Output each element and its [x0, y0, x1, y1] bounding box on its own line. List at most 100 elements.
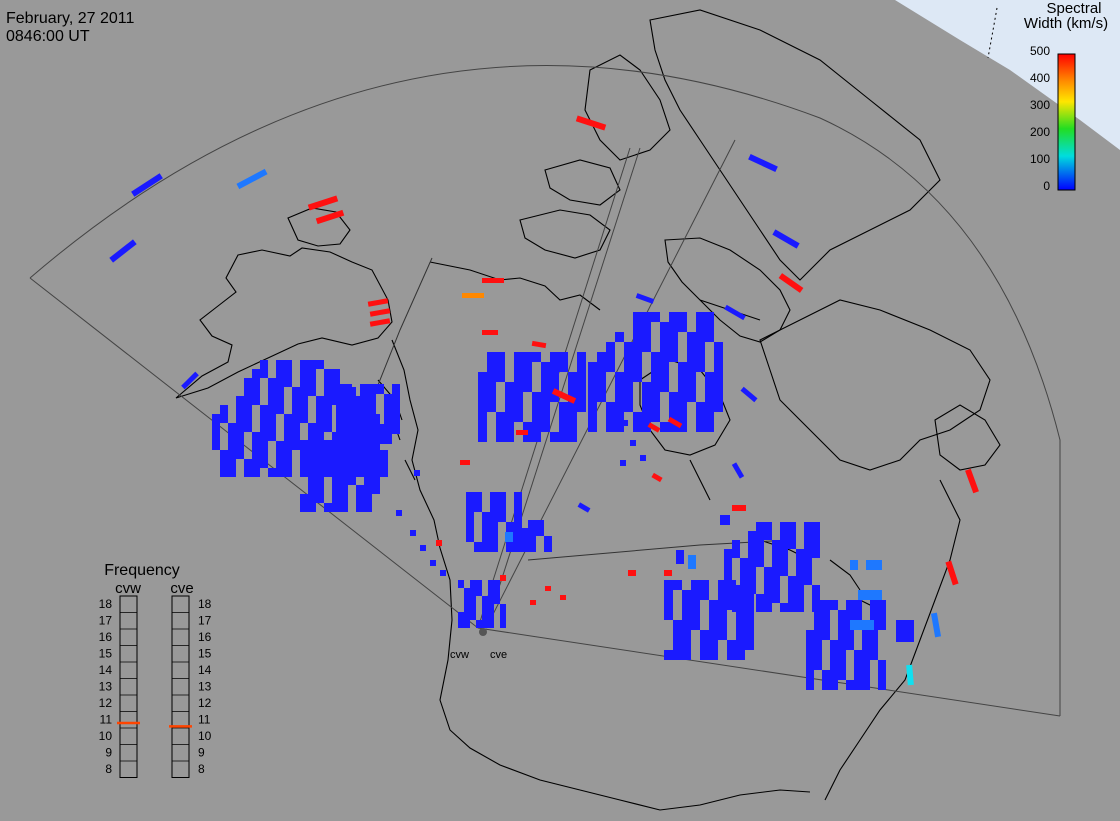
echo-cell [260, 450, 268, 459]
echo-cell [678, 412, 687, 422]
echo-cell [487, 362, 496, 372]
echo-cell [284, 360, 292, 369]
echo-cell [870, 650, 878, 660]
echo-cell [673, 620, 682, 630]
echo-cell [466, 522, 474, 532]
cvw-frequency-tick: 17 [99, 614, 113, 628]
echo-cell [458, 580, 464, 588]
echo-cell [268, 414, 276, 423]
cvw-frequency-tick: 8 [105, 762, 112, 776]
echo-cell [724, 558, 732, 567]
echo-cell [588, 402, 597, 412]
fov-outer-arc [29, 65, 1061, 716]
echo-cell [244, 405, 252, 414]
echo-cell [260, 360, 268, 369]
echo-cell [748, 576, 756, 585]
echo-cell [324, 378, 332, 387]
echo-cell [660, 422, 669, 432]
echo-cell [597, 382, 606, 392]
echo-cell [559, 402, 568, 412]
echo-cell [376, 434, 384, 444]
echo-cell [324, 449, 332, 458]
echo-cell [682, 620, 691, 630]
echo-cell [642, 322, 651, 332]
echo-cell [696, 422, 705, 432]
echo-cell [464, 588, 470, 596]
colorbar-tick-400: 400 [1030, 71, 1050, 85]
echo-cell [528, 528, 536, 536]
echo-cell [682, 650, 691, 660]
echo-cell [276, 468, 284, 477]
colorbar-title-line1: Spectral [1046, 0, 1101, 17]
echo-cell [336, 384, 344, 394]
echo-cell [528, 544, 536, 552]
echo-cell [260, 369, 268, 378]
echo-cell [633, 342, 642, 352]
echo-cell [488, 612, 494, 620]
echo-cell [316, 467, 324, 476]
echo-cell [500, 620, 506, 628]
echo-cell [846, 630, 854, 640]
echo-cell [696, 362, 705, 372]
cve-frequency-tick: 13 [198, 680, 212, 694]
echo-cell [660, 352, 669, 362]
echo-cell [615, 402, 624, 412]
echo-cell [324, 396, 332, 405]
echo-cell [727, 590, 736, 600]
echo-cell [340, 485, 348, 494]
echo-cell [460, 460, 470, 465]
echo-cell [664, 570, 672, 576]
echo-cell [812, 531, 820, 540]
echo-cell [633, 412, 642, 422]
echo-cell [772, 558, 780, 567]
echo-cell [464, 620, 470, 628]
echo-cell [324, 405, 332, 414]
frequency-panel: Frequency cvw cve 1817161514131211109818… [99, 562, 212, 778]
echo-cell [624, 342, 633, 352]
echo-cell [364, 458, 372, 467]
echo-cell [316, 396, 324, 405]
echo-cell [332, 485, 340, 494]
echo-cell [523, 382, 532, 392]
echo-cell [682, 630, 691, 640]
echo-cell [764, 594, 772, 603]
echo-cell [336, 434, 344, 444]
echo-cell [482, 542, 490, 552]
echo-cell [678, 402, 687, 412]
colorbar-tick-300: 300 [1030, 98, 1050, 112]
echo-cell [324, 440, 332, 449]
echo-cell [705, 322, 714, 332]
echo-cell [740, 386, 758, 403]
echo-cell [660, 372, 669, 382]
colorbar-tick-200: 200 [1030, 125, 1050, 139]
echo-cell [748, 540, 756, 549]
echo-cell [814, 630, 822, 640]
echo-cell [364, 450, 372, 459]
echo-cell [536, 520, 544, 528]
echo-cell [348, 476, 356, 485]
echo-cell [736, 630, 745, 640]
echo-cell [756, 594, 764, 603]
echo-cell [523, 372, 532, 382]
echo-cell [854, 600, 862, 610]
echo-cell [244, 387, 252, 396]
echo-cell [482, 330, 498, 335]
echo-cell [838, 650, 846, 660]
echo-cell [308, 476, 316, 485]
echo-cell [870, 640, 878, 650]
echo-cell [568, 372, 577, 382]
echo-cell [316, 494, 324, 503]
echo-cell [430, 560, 436, 566]
frequency-scales: 18 17 16 15 14 13 12 11 10 9 8 18 17 16 15 14 13 12 11 10 9 8 [99, 595, 212, 778]
echo-cell [544, 544, 552, 552]
echo-cell [718, 590, 727, 600]
echo-cell [236, 450, 244, 459]
echo-cell [520, 528, 528, 536]
echo-cell [308, 485, 316, 494]
echo-cell [470, 612, 476, 620]
echo-cell [284, 468, 292, 477]
echo-cell [700, 640, 709, 650]
cvw-frequency-tick: 16 [99, 630, 113, 644]
echo-cell [796, 549, 804, 558]
echo-cell [340, 503, 348, 512]
